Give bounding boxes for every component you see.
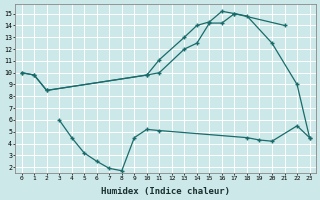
X-axis label: Humidex (Indice chaleur): Humidex (Indice chaleur) [101, 187, 230, 196]
